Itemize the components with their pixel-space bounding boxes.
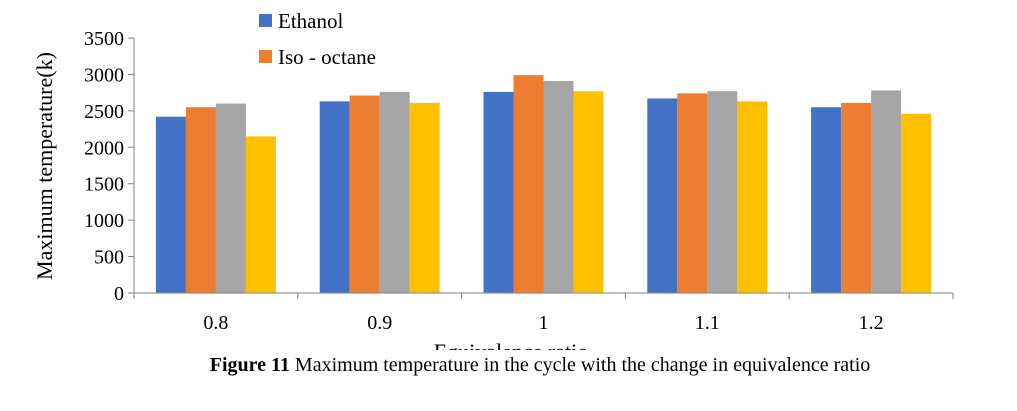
x-tick-label: 1 xyxy=(539,312,549,334)
caption-label: Figure 11 xyxy=(209,354,290,376)
x-tick-label: 1.1 xyxy=(695,312,720,334)
bar xyxy=(677,93,708,293)
x-axis-title: Equivalence ratio xyxy=(434,339,589,350)
bar-chart: 0 500 1000 1500 2000 2500 3000 3500 0.8 0.9 1 1.1 1… xyxy=(32,9,954,350)
bar xyxy=(707,91,738,293)
legend-swatch xyxy=(259,14,272,27)
legend-swatch xyxy=(259,50,272,63)
y-axis-title: Maximum temperature(k) xyxy=(32,52,57,280)
bar xyxy=(155,116,186,293)
y-tick-label: 1000 xyxy=(84,210,124,232)
y-tick-label: 3000 xyxy=(84,64,124,86)
y-tick-group: 0 500 1000 1500 2000 2500 3000 3500 xyxy=(84,28,134,305)
x-tick-label: 0.8 xyxy=(203,312,228,334)
bar xyxy=(215,103,246,293)
legend-label: Iso - octane xyxy=(278,45,376,69)
bar-group xyxy=(155,75,932,294)
y-tick-label: 0 xyxy=(114,283,124,305)
y-tick-label: 2500 xyxy=(84,101,124,123)
bar xyxy=(543,80,574,293)
bar xyxy=(185,107,216,293)
bar xyxy=(513,75,544,294)
bar xyxy=(871,90,902,293)
figure-caption: Figure 11 Maximum temperature in the cyc… xyxy=(100,352,980,378)
bar xyxy=(483,91,514,294)
y-tick-label: 500 xyxy=(94,247,124,269)
y-tick-label: 2000 xyxy=(84,137,124,159)
caption-text: Maximum temperature in the cycle with th… xyxy=(289,354,871,376)
bar xyxy=(811,107,842,293)
bar xyxy=(647,98,678,293)
bar xyxy=(319,101,350,293)
bar xyxy=(901,113,932,294)
x-tick-label: 0.9 xyxy=(367,312,392,334)
bar xyxy=(737,101,768,293)
x-tick-group: 0.8 0.9 1 1.1 1.2 xyxy=(133,293,954,334)
bar xyxy=(379,91,410,294)
x-tick-label: 1.2 xyxy=(859,312,884,334)
bar xyxy=(841,102,872,293)
legend: Ethanol Iso - octane xyxy=(259,9,376,69)
y-tick-label: 1500 xyxy=(84,174,124,196)
y-tick-label: 3500 xyxy=(84,28,124,50)
bar xyxy=(573,91,604,293)
legend-label: Ethanol xyxy=(278,9,343,33)
bar xyxy=(245,136,276,293)
bar xyxy=(409,102,440,293)
bar xyxy=(349,95,380,293)
